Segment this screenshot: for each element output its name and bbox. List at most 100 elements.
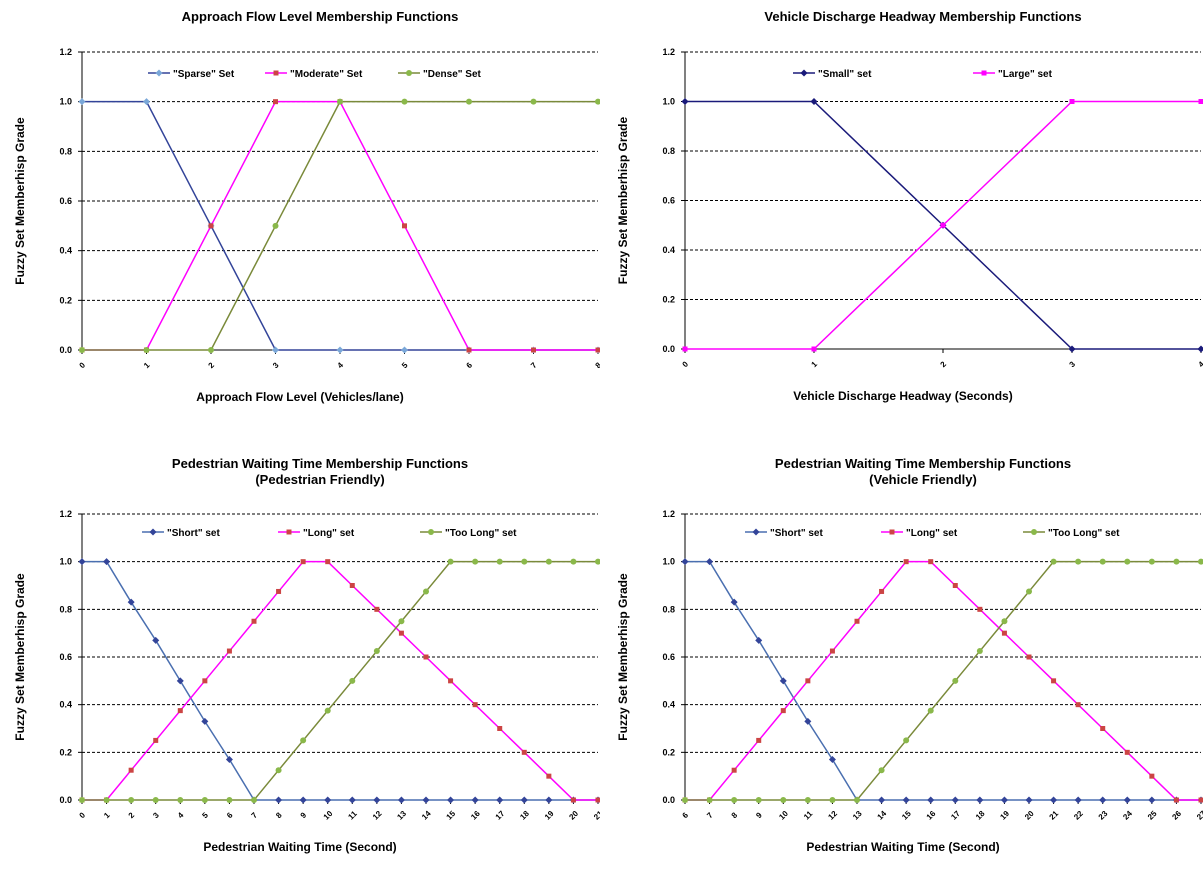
data-point [209, 223, 214, 228]
data-point [546, 774, 551, 779]
x-tick-label: 10 [777, 809, 790, 822]
y-tick-label: 0.6 [59, 196, 72, 206]
data-point [473, 702, 478, 707]
x-tick-label: 19 [998, 809, 1011, 822]
y-tick-label: 1.2 [662, 47, 675, 57]
data-point [522, 750, 527, 755]
x-axis-label: Vehicle Discharge Headway (Seconds) [793, 389, 1012, 403]
data-point [941, 223, 946, 228]
y-tick-label: 0.6 [59, 652, 72, 662]
data-point [273, 99, 278, 104]
data-point [903, 737, 909, 743]
data-point [153, 738, 158, 743]
data-point [682, 98, 689, 105]
data-point [226, 797, 232, 803]
data-point [324, 797, 331, 804]
chart-pedestrian-friendly: Pedestrian Waiting Time Membership Funct… [0, 447, 600, 867]
data-point [227, 649, 232, 654]
series-line [82, 562, 598, 800]
y-tick-label: 0.8 [59, 604, 72, 614]
data-point [79, 347, 85, 353]
data-point [202, 797, 208, 803]
data-point [706, 558, 713, 565]
x-tick-label: 17 [949, 809, 962, 822]
data-point [103, 558, 110, 565]
data-point [682, 558, 689, 565]
data-point [374, 648, 380, 654]
data-point [977, 607, 982, 612]
x-tick-label: 2 [207, 360, 217, 370]
legend-marker [150, 529, 157, 536]
y-tick-label: 0.0 [662, 795, 675, 805]
x-tick-label: 0 [78, 810, 88, 820]
chart-svg: Vehicle Discharge Headway Membership Fun… [603, 0, 1203, 420]
data-point [466, 99, 472, 105]
series-line [82, 102, 598, 350]
data-point [1027, 655, 1032, 660]
y-tick-label: 0.0 [59, 795, 72, 805]
data-point [976, 797, 983, 804]
x-tick-label: 5 [200, 810, 210, 820]
data-point [153, 797, 159, 803]
data-point [595, 559, 600, 565]
data-point [531, 99, 537, 105]
y-tick-label: 0.6 [662, 196, 675, 206]
data-point [780, 677, 787, 684]
x-tick-label: 12 [371, 809, 384, 822]
data-point [1125, 750, 1130, 755]
data-point [399, 631, 404, 636]
chart-title: Vehicle Discharge Headway Membership Fun… [764, 9, 1081, 24]
data-point [79, 98, 86, 105]
data-point [953, 583, 958, 588]
x-tick-label: 4 [1197, 359, 1203, 369]
data-point [1001, 797, 1008, 804]
x-tick-label: 6 [681, 810, 691, 820]
data-point [337, 347, 344, 354]
data-point [829, 797, 835, 803]
chart-approach-flow: Approach Flow Level Membership Functions… [0, 0, 600, 420]
legend-entry: "Sparse" Set [173, 69, 235, 80]
x-tick-label: 6 [465, 360, 475, 370]
y-tick-label: 1.0 [662, 97, 675, 107]
y-tick-label: 1.2 [59, 509, 72, 519]
data-point [781, 708, 786, 713]
chart-vehicle-friendly: Pedestrian Waiting Time Membership Funct… [603, 447, 1203, 867]
data-point [545, 797, 552, 804]
data-point [1070, 99, 1075, 104]
x-tick-label: 16 [925, 809, 938, 822]
data-point [732, 768, 737, 773]
legend-entry: "Moderate" Set [290, 69, 363, 80]
data-point [1149, 559, 1155, 565]
data-point [349, 797, 356, 804]
legend-entry: "Short" set [167, 528, 220, 539]
data-point [928, 559, 933, 564]
x-tick-label: 20 [567, 809, 580, 822]
chart-svg: Approach Flow Level Membership Functions… [0, 0, 600, 420]
x-tick-label: 13 [395, 809, 408, 822]
series-line [82, 102, 598, 350]
x-tick-label: 9 [754, 810, 764, 820]
data-point [448, 559, 454, 565]
x-tick-label: 15 [900, 809, 913, 822]
x-tick-label: 4 [176, 810, 186, 820]
legend-entry: "Long" set [906, 528, 958, 539]
data-point [1001, 618, 1007, 624]
x-tick-label: 18 [518, 809, 531, 822]
data-point [854, 797, 860, 803]
y-tick-label: 1.0 [59, 97, 72, 107]
data-point [879, 589, 884, 594]
legend-marker [406, 70, 412, 76]
y-tick-label: 0.2 [662, 747, 675, 757]
y-tick-label: 0.8 [59, 146, 72, 156]
data-point [1199, 798, 1203, 803]
legend-entry: "Small" set [818, 69, 872, 80]
x-tick-label: 24 [1121, 809, 1134, 822]
legend-marker [156, 70, 163, 77]
y-tick-label: 0.4 [662, 245, 675, 255]
data-point [467, 348, 472, 353]
chart-svg: Pedestrian Waiting Time Membership Funct… [0, 447, 600, 867]
y-tick-label: 1.0 [59, 557, 72, 567]
data-point [683, 347, 688, 352]
data-point [879, 767, 885, 773]
legend-marker [1031, 529, 1037, 535]
